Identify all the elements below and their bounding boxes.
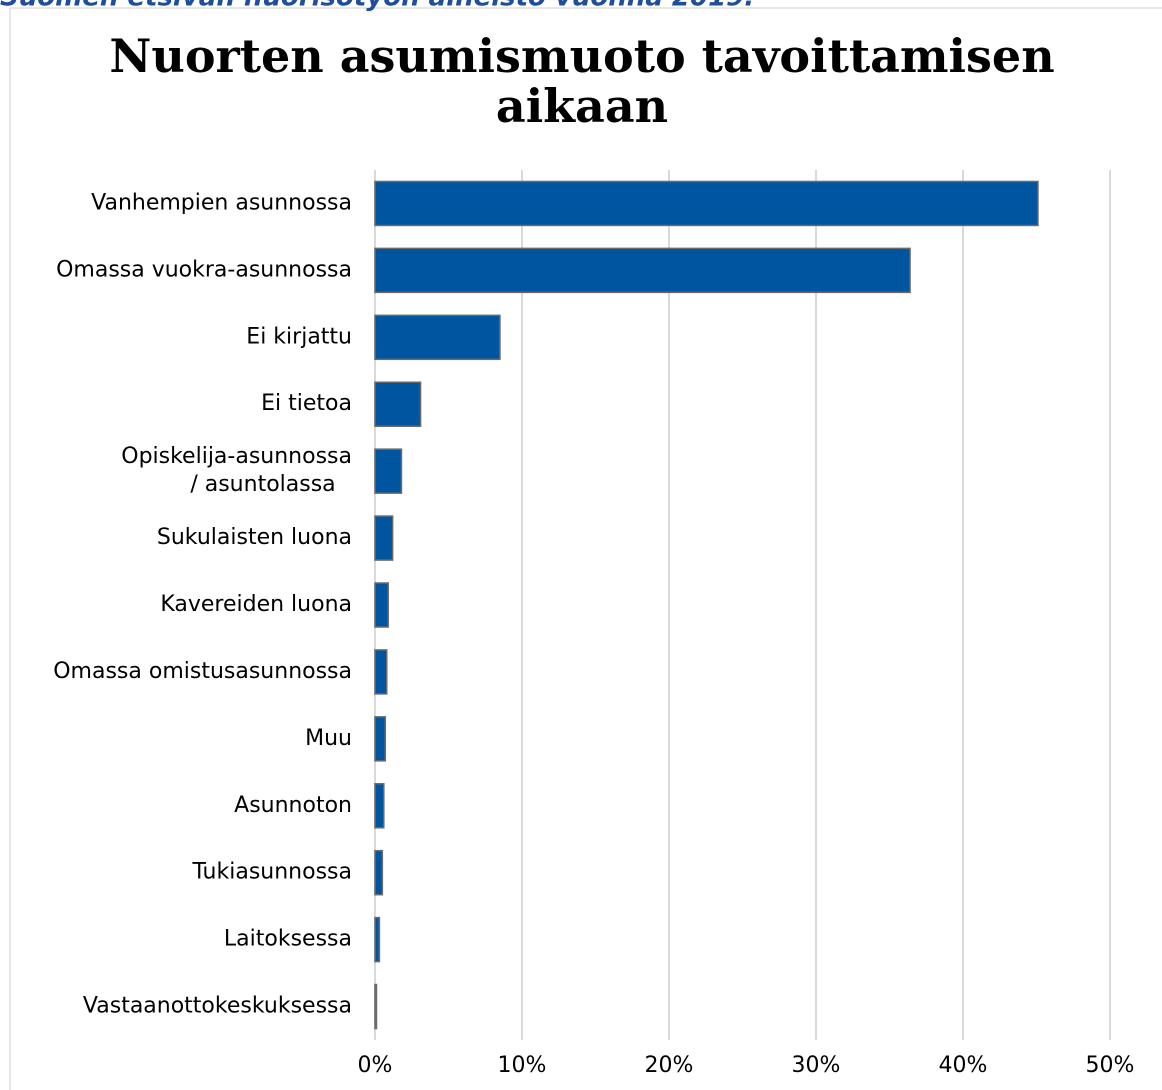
- bar: [374, 515, 394, 561]
- y-tick-label: Muu: [305, 726, 352, 751]
- x-tick-label: 50%: [1086, 1053, 1135, 1078]
- x-tick-label: 30%: [792, 1053, 841, 1078]
- bar: [374, 180, 1039, 227]
- x-tick-label: 0%: [358, 1053, 393, 1078]
- bar: [374, 716, 387, 762]
- y-tick-label: Laitoksessa: [224, 927, 352, 952]
- y-tick-label: Asunnoton: [234, 793, 352, 818]
- y-tick-label: Omassa vuokra-asunnossa: [56, 257, 352, 282]
- bar: [374, 849, 384, 896]
- y-tick-label: Tukiasunnossa: [191, 860, 352, 885]
- bar: [374, 649, 388, 695]
- x-tick-label: 20%: [645, 1053, 694, 1078]
- y-tick-label: Kavereiden luona: [160, 592, 352, 617]
- y-tick-label: Ei kirjattu: [246, 324, 352, 349]
- x-tick-label: 10%: [498, 1053, 547, 1078]
- y-tick-label: Vanhempien asunnossa: [91, 190, 352, 215]
- chart-title: Nuorten asumismuoto tavoittamisen aikaan: [109, 29, 1054, 133]
- bar: [374, 783, 385, 829]
- bar: [374, 916, 381, 963]
- x-tick-label: 40%: [939, 1053, 988, 1078]
- y-tick-label: Opiskelija-asunnossa / asuntolassa: [121, 444, 352, 497]
- bar: [374, 314, 501, 361]
- y-tick-label: Omassa omistusasunnossa: [53, 659, 352, 684]
- bar: [374, 247, 911, 294]
- bar: [374, 448, 403, 494]
- y-tick-label: Ei tietoa: [261, 391, 352, 416]
- y-tick-label: Sukulaisten luona: [157, 525, 352, 550]
- caption: Suomen etsivän nuorisotyön aineisto vuon…: [0, 0, 754, 13]
- bar: [374, 381, 422, 427]
- bar: [374, 983, 378, 1030]
- bar: [374, 582, 389, 628]
- y-tick-label: Vastaanottokeskuksessa: [83, 994, 352, 1019]
